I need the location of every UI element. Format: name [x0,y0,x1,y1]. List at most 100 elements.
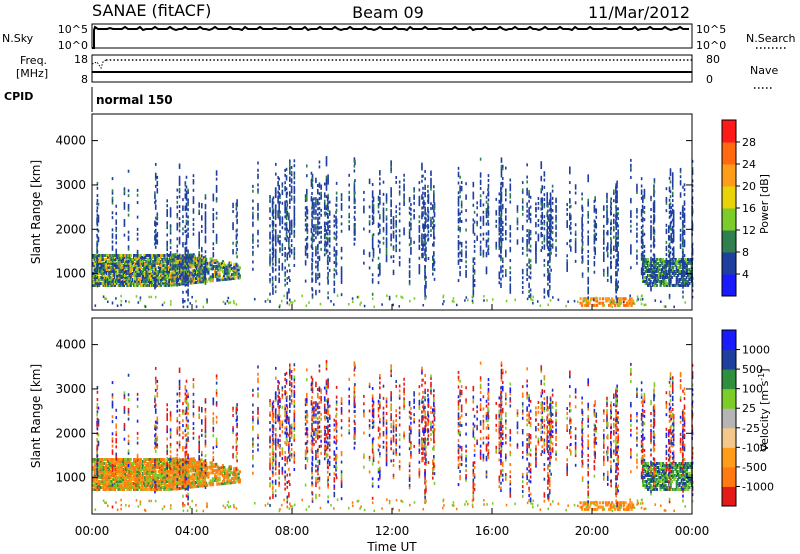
power-cell [617,231,619,235]
power-cell [278,260,280,264]
power-cell [555,207,557,211]
power-cell [145,269,148,273]
power-cell [472,218,475,222]
power-cell [645,277,648,281]
power-cell [678,258,681,261]
power-cell [650,234,652,238]
power-cell [643,193,646,197]
power-cell [392,235,395,239]
power-cell [535,245,537,249]
power-cell [615,185,617,189]
power-cell [134,254,137,258]
power-cell [593,241,596,245]
power-cell [433,243,435,247]
power-cell [427,198,430,202]
power-cell [658,271,661,275]
power-cell [215,187,218,191]
power-cell [204,281,207,285]
power-cell [116,279,119,283]
power-cell [176,249,179,253]
power-cell [485,266,488,270]
power-cell [118,277,121,281]
power-cell [509,249,512,253]
power-cell [215,189,218,193]
power-cell [487,210,489,214]
power-cell [148,295,151,299]
power-cell [289,164,291,168]
power-cell [372,203,375,207]
power-cell [293,232,296,236]
power-cell [667,225,670,229]
power-cell [669,221,672,225]
power-cell [487,174,490,178]
power-cell [459,265,461,269]
power-cell [204,194,207,198]
power-cell [285,209,288,213]
power-cell [395,180,398,184]
power-cell [390,189,392,193]
power-cell [683,277,686,281]
power-cell [166,265,169,269]
power-cell [368,229,371,233]
power-cell [122,281,126,285]
power-cell [127,235,130,239]
power-cell [185,280,188,284]
power-cell [664,269,667,273]
power-cell [315,265,317,269]
power-cell [509,178,512,182]
power-cell [169,246,172,250]
power-cell [323,243,326,247]
power-cell [680,271,683,275]
power-cell [333,231,336,235]
power-cell [335,196,338,200]
power-cell [140,275,144,279]
power-cell [655,279,658,283]
power-cell [154,235,156,239]
power-cell [653,202,656,206]
power-cell [650,249,652,253]
power-cell [185,246,188,250]
power-cell [167,279,171,283]
power-cell [622,300,625,304]
power-cell [495,219,498,223]
power-cell [277,198,279,202]
power-cell [293,217,296,221]
power-cell [606,299,609,303]
power-cell [178,187,181,191]
power-cell [574,223,577,227]
power-cell [652,260,655,264]
power-cell [96,233,98,237]
power-cell [521,285,524,289]
power-cell [684,279,687,283]
power-cell [613,199,615,203]
power-cell [654,277,657,281]
power-cell [326,276,329,280]
power-cell [335,181,338,185]
power-cell [315,177,317,181]
power-cell [569,205,571,209]
power-cell [134,265,137,269]
power-cell [671,186,674,190]
power-cell [667,264,670,268]
power-cell [655,258,658,261]
power-cell [327,274,329,278]
power-cell [103,261,106,265]
power-cell [106,269,109,273]
power-cell [187,252,189,256]
power-cell [111,301,114,305]
power-cell [372,250,375,254]
power-cell [210,257,213,261]
power-cell [617,241,619,245]
power-cell [93,259,96,263]
power-cell [221,270,225,274]
power-cell [218,264,221,268]
power-cell [197,276,200,280]
power-cell [170,277,173,281]
power-cell [413,194,415,198]
power-cell [110,275,113,279]
power-cell [509,193,512,197]
power-cell [98,254,101,258]
power-cell [194,276,198,280]
power-cell [650,215,652,219]
power-cell [390,218,392,222]
